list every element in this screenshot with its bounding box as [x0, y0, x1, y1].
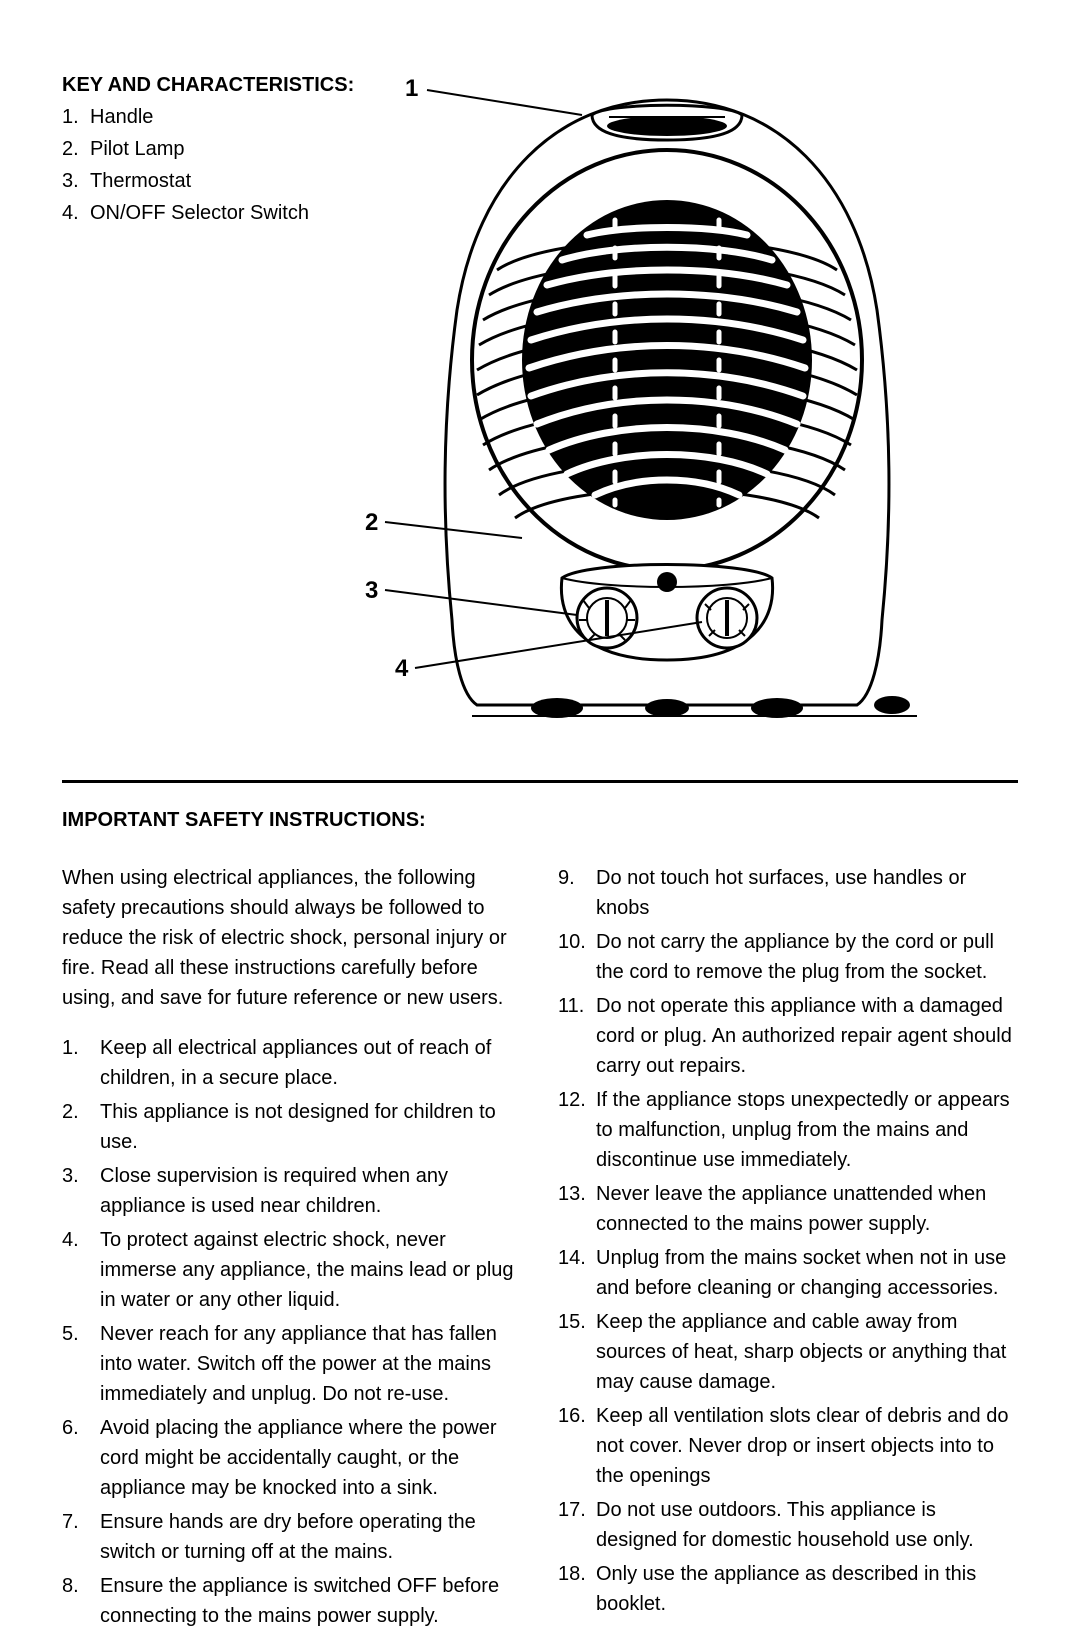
item-text: Unplug from the mains socket when not in… — [596, 1243, 1018, 1303]
item-text: Never leave the appliance unattended whe… — [596, 1179, 1018, 1239]
safety-item: 5.Never reach for any appliance that has… — [62, 1319, 522, 1409]
safety-col-left: When using electrical appliances, the fo… — [62, 863, 522, 1635]
safety-title: IMPORTANT SAFETY INSTRUCTIONS: — [62, 805, 1018, 835]
key-item-2: 2.Pilot Lamp — [62, 134, 382, 164]
item-num: 8. — [62, 1571, 100, 1631]
key-item-label: ON/OFF Selector Switch — [90, 198, 309, 228]
callout-1: 1 — [405, 75, 418, 102]
item-num: 12. — [558, 1085, 596, 1175]
item-text: Only use the appliance as described in t… — [596, 1559, 1018, 1619]
safety-item: 3.Close supervision is required when any… — [62, 1161, 522, 1221]
item-num: 9. — [558, 863, 596, 923]
safety-item: 6.Avoid placing the appliance where the … — [62, 1413, 522, 1503]
item-text: Avoid placing the appliance where the po… — [100, 1413, 522, 1503]
item-num: 11. — [558, 991, 596, 1081]
item-num: 2. — [62, 1097, 100, 1157]
item-num: 4. — [62, 1225, 100, 1315]
safety-columns: When using electrical appliances, the fo… — [62, 863, 1018, 1635]
item-text: Ensure the appliance is switched OFF bef… — [100, 1571, 522, 1631]
top-section: KEY AND CHARACTERISTICS: 1.Handle 2.Pilo… — [62, 60, 1018, 760]
heater-diagram: 1 2 3 4 — [357, 60, 977, 760]
safety-item: 1.Keep all electrical appliances out of … — [62, 1033, 522, 1093]
safety-item: 11.Do not operate this appliance with a … — [558, 991, 1018, 1081]
item-text: Close supervision is required when any a… — [100, 1161, 522, 1221]
item-text: Do not touch hot surfaces, use handles o… — [596, 863, 1018, 923]
key-item-label: Handle — [90, 102, 153, 132]
safety-item: 16.Keep all ventilation slots clear of d… — [558, 1401, 1018, 1491]
item-num: 1. — [62, 1033, 100, 1093]
safety-item: 10.Do not carry the appliance by the cor… — [558, 927, 1018, 987]
key-item-1: 1.Handle — [62, 102, 382, 132]
key-item-num: 3. — [62, 166, 90, 196]
item-text: Do not carry the appliance by the cord o… — [596, 927, 1018, 987]
item-num: 17. — [558, 1495, 596, 1555]
safety-intro: When using electrical appliances, the fo… — [62, 863, 522, 1013]
item-text: Never reach for any appliance that has f… — [100, 1319, 522, 1409]
key-item-4: 4.ON/OFF Selector Switch — [62, 198, 382, 228]
key-and-characteristics: KEY AND CHARACTERISTICS: 1.Handle 2.Pilo… — [62, 60, 382, 760]
safety-item: 17.Do not use outdoors. This appliance i… — [558, 1495, 1018, 1555]
key-item-num: 4. — [62, 198, 90, 228]
item-num: 5. — [62, 1319, 100, 1409]
safety-item: 13.Never leave the appliance unattended … — [558, 1179, 1018, 1239]
item-num: 18. — [558, 1559, 596, 1619]
safety-item: 7.Ensure hands are dry before operating … — [62, 1507, 522, 1567]
item-num: 14. — [558, 1243, 596, 1303]
callout-3: 3 — [365, 577, 378, 604]
key-list: 1.Handle 2.Pilot Lamp 3.Thermostat 4.ON/… — [62, 102, 382, 228]
item-text: Keep all ventilation slots clear of debr… — [596, 1401, 1018, 1491]
safety-item: 12.If the appliance stops unexpectedly o… — [558, 1085, 1018, 1175]
item-text: Keep the appliance and cable away from s… — [596, 1307, 1018, 1397]
item-num: 13. — [558, 1179, 596, 1239]
item-text: This appliance is not designed for child… — [100, 1097, 522, 1157]
safety-list-left: 1.Keep all electrical appliances out of … — [62, 1033, 522, 1631]
item-text: Keep all electrical appliances out of re… — [100, 1033, 522, 1093]
key-item-label: Thermostat — [90, 166, 191, 196]
item-text: Do not operate this appliance with a dam… — [596, 991, 1018, 1081]
key-item-label: Pilot Lamp — [90, 134, 185, 164]
key-item-num: 1. — [62, 102, 90, 132]
safety-list-right: 9.Do not touch hot surfaces, use handles… — [558, 863, 1018, 1619]
item-text: Do not use outdoors. This appliance is d… — [596, 1495, 1018, 1555]
safety-item: 2.This appliance is not designed for chi… — [62, 1097, 522, 1157]
item-num: 6. — [62, 1413, 100, 1503]
item-num: 16. — [558, 1401, 596, 1491]
item-num: 10. — [558, 927, 596, 987]
safety-col-right: 9.Do not touch hot surfaces, use handles… — [558, 863, 1018, 1635]
item-text: To protect against electric shock, never… — [100, 1225, 522, 1315]
safety-item: 18.Only use the appliance as described i… — [558, 1559, 1018, 1619]
safety-item: 4.To protect against electric shock, nev… — [62, 1225, 522, 1315]
key-item-num: 2. — [62, 134, 90, 164]
item-num: 7. — [62, 1507, 100, 1567]
item-text: If the appliance stops unexpectedly or a… — [596, 1085, 1018, 1175]
safety-item: 15.Keep the appliance and cable away fro… — [558, 1307, 1018, 1397]
key-item-3: 3.Thermostat — [62, 166, 382, 196]
callout-4: 4 — [395, 655, 409, 682]
section-divider — [62, 780, 1018, 783]
item-text: Ensure hands are dry before operating th… — [100, 1507, 522, 1567]
item-num: 15. — [558, 1307, 596, 1397]
safety-item: 9.Do not touch hot surfaces, use handles… — [558, 863, 1018, 923]
key-title: KEY AND CHARACTERISTICS: — [62, 70, 382, 100]
safety-item: 8.Ensure the appliance is switched OFF b… — [62, 1571, 522, 1631]
safety-item: 14.Unplug from the mains socket when not… — [558, 1243, 1018, 1303]
item-num: 3. — [62, 1161, 100, 1221]
callout-2: 2 — [365, 509, 378, 536]
